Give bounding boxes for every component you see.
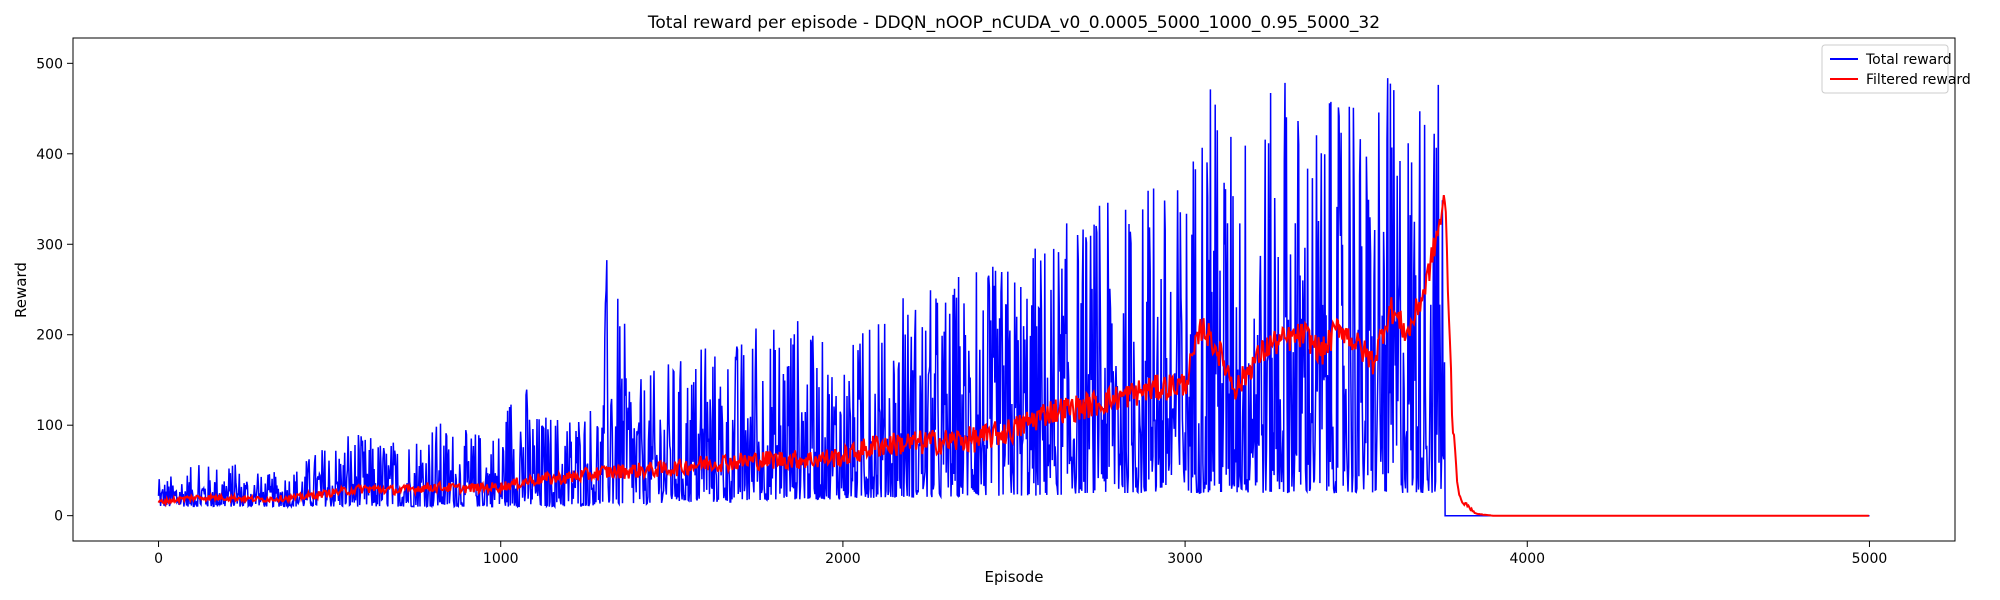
legend-label: Filtered reward bbox=[1866, 72, 1971, 88]
filtered-reward-line bbox=[157, 194, 1869, 517]
legend-box bbox=[1821, 44, 1949, 94]
y-tick-label: 300 bbox=[36, 237, 63, 253]
y-tick-label: 100 bbox=[36, 418, 63, 434]
x-tick-label: 0 bbox=[154, 551, 163, 567]
legend: Total reward Filtered reward bbox=[1821, 44, 1971, 94]
plot-area bbox=[157, 78, 1870, 517]
x-axis-label: Episode bbox=[985, 568, 1044, 586]
y-tick-label: 0 bbox=[54, 509, 63, 525]
x-tick-label: 4000 bbox=[1509, 551, 1545, 567]
y-tick-label: 500 bbox=[36, 56, 63, 72]
chart-title: Total reward per episode - DDQN_nOOP_nCU… bbox=[647, 13, 1380, 33]
y-tick-label: 200 bbox=[36, 328, 63, 344]
x-tick-label: 1000 bbox=[483, 551, 519, 567]
legend-label: Total reward bbox=[1865, 52, 1952, 68]
y-axis: 0 100 200 300 400 500 bbox=[36, 56, 73, 525]
plot-frame bbox=[72, 37, 1956, 542]
x-tick-label: 5000 bbox=[1852, 551, 1888, 567]
x-tick-label: 2000 bbox=[825, 551, 861, 567]
x-tick-label: 3000 bbox=[1167, 551, 1203, 567]
y-tick-label: 400 bbox=[36, 147, 63, 163]
x-axis: 0 1000 2000 3000 4000 5000 bbox=[154, 541, 1887, 567]
y-axis-label: Reward bbox=[12, 262, 30, 318]
